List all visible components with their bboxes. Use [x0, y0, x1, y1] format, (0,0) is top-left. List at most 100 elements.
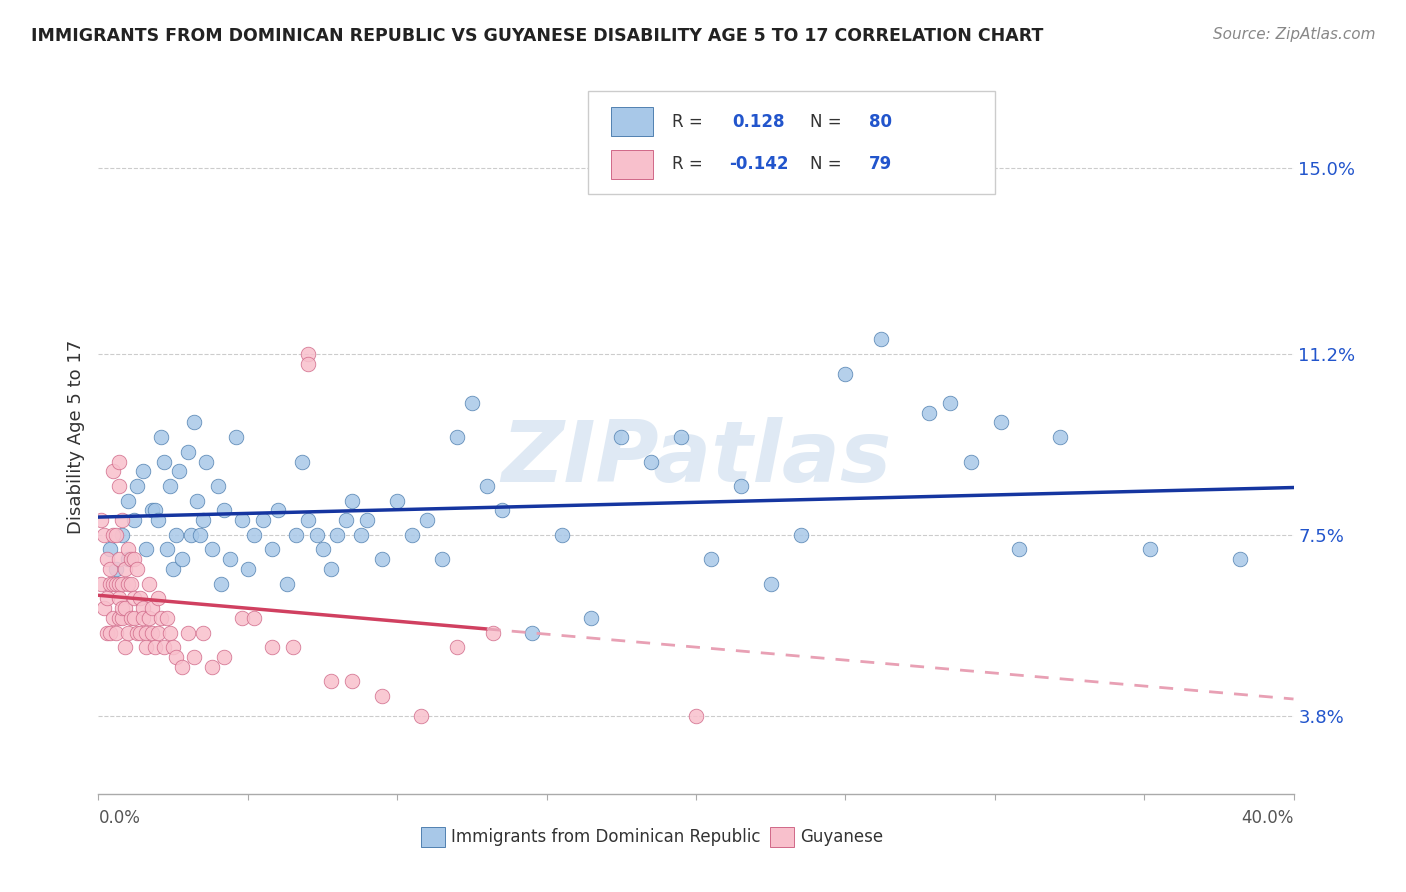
- Point: [98, 625, 122, 640]
- Point: [124, 591, 146, 606]
- Point: [98, 576, 122, 591]
- Point: [111, 611, 134, 625]
- Point: [117, 542, 139, 557]
- Point: [108, 576, 131, 591]
- Point: [90, 513, 112, 527]
- Point: [267, 503, 290, 517]
- Text: N =: N =: [810, 112, 841, 130]
- Point: [143, 640, 166, 655]
- Point: [120, 576, 142, 591]
- Point: [212, 650, 235, 665]
- Point: [177, 444, 200, 458]
- Point: [135, 640, 157, 655]
- Point: [342, 493, 364, 508]
- Point: [111, 601, 134, 615]
- Point: [870, 332, 893, 346]
- Text: -0.142: -0.142: [730, 155, 789, 173]
- Point: [243, 528, 266, 542]
- Point: [225, 430, 247, 444]
- Point: [120, 611, 142, 625]
- Point: [291, 454, 314, 468]
- Point: [188, 528, 211, 542]
- Point: [730, 479, 752, 493]
- Point: [284, 528, 307, 542]
- Point: [177, 625, 200, 640]
- Point: [550, 528, 572, 542]
- Point: [276, 576, 298, 591]
- Point: [105, 576, 128, 591]
- Point: [297, 347, 319, 361]
- Point: [120, 552, 142, 566]
- Point: [108, 591, 131, 606]
- Point: [416, 513, 439, 527]
- Point: [153, 640, 176, 655]
- Text: IMMIGRANTS FROM DOMINICAN REPUBLIC VS GUYANESE DISABILITY AGE 5 TO 17 CORRELATIO: IMMIGRANTS FROM DOMINICAN REPUBLIC VS GU…: [31, 27, 1043, 45]
- Point: [305, 528, 328, 542]
- Point: [96, 591, 118, 606]
- Point: [281, 640, 304, 655]
- Point: [138, 611, 160, 625]
- Point: [236, 562, 259, 576]
- Point: [127, 479, 149, 493]
- Point: [311, 542, 333, 557]
- Point: [482, 625, 505, 640]
- Point: [103, 576, 125, 591]
- Point: [103, 528, 125, 542]
- Text: R =: R =: [672, 112, 703, 130]
- Point: [385, 493, 409, 508]
- Point: [1008, 542, 1031, 557]
- Text: Source: ZipAtlas.com: Source: ZipAtlas.com: [1212, 27, 1375, 42]
- FancyBboxPatch shape: [422, 827, 446, 847]
- Point: [165, 528, 187, 542]
- Text: 80: 80: [869, 112, 893, 130]
- Text: Guyanese: Guyanese: [800, 828, 883, 846]
- Point: [231, 611, 253, 625]
- Point: [103, 464, 125, 478]
- Point: [297, 357, 319, 371]
- Point: [789, 528, 811, 542]
- Point: [117, 552, 139, 566]
- Point: [117, 625, 139, 640]
- Point: [148, 625, 170, 640]
- Point: [335, 513, 357, 527]
- Point: [834, 367, 856, 381]
- Point: [103, 611, 125, 625]
- Point: [111, 513, 134, 527]
- Point: [167, 464, 190, 478]
- Point: [141, 503, 163, 517]
- Point: [105, 528, 128, 542]
- Point: [491, 503, 513, 517]
- Point: [446, 430, 468, 444]
- FancyBboxPatch shape: [612, 107, 652, 136]
- Point: [114, 562, 136, 576]
- Point: [127, 625, 149, 640]
- Point: [260, 542, 283, 557]
- Text: 0.128: 0.128: [733, 112, 785, 130]
- Point: [401, 528, 423, 542]
- Point: [186, 493, 208, 508]
- Point: [150, 611, 173, 625]
- Point: [321, 674, 343, 689]
- Point: [98, 562, 122, 576]
- Point: [132, 611, 155, 625]
- Point: [127, 562, 149, 576]
- Point: [141, 601, 163, 615]
- Point: [135, 542, 157, 557]
- Point: [98, 542, 122, 557]
- Point: [326, 528, 349, 542]
- Point: [108, 552, 131, 566]
- Point: [159, 625, 181, 640]
- Point: [114, 601, 136, 615]
- Point: [759, 576, 782, 591]
- Text: 40.0%: 40.0%: [1241, 808, 1294, 827]
- Point: [212, 503, 235, 517]
- Point: [201, 542, 224, 557]
- Point: [117, 493, 139, 508]
- Point: [1049, 430, 1071, 444]
- Point: [321, 562, 343, 576]
- Text: 79: 79: [869, 155, 893, 173]
- Point: [990, 416, 1012, 430]
- Point: [143, 503, 166, 517]
- Point: [148, 513, 170, 527]
- Point: [183, 416, 205, 430]
